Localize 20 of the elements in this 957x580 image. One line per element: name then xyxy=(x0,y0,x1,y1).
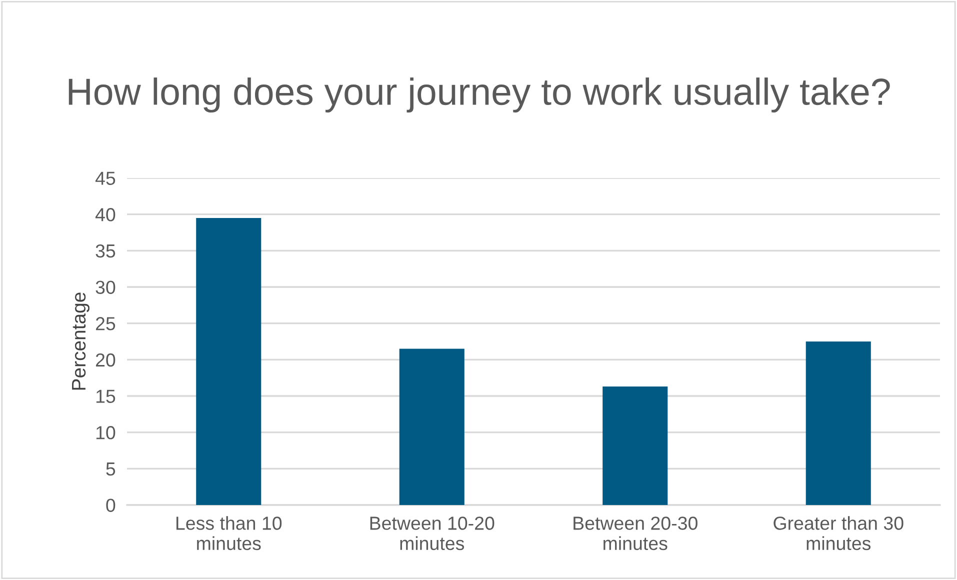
bar xyxy=(196,218,262,505)
y-tick-label: 15 xyxy=(96,390,116,403)
y-tick-label: 25 xyxy=(96,317,116,330)
x-tick-label: Between 10-20 minutes xyxy=(370,516,494,550)
bar xyxy=(806,342,871,505)
y-axis-title: Percentage xyxy=(72,292,90,390)
y-tick-label: 45 xyxy=(95,172,116,185)
y-tick-label: 5 xyxy=(106,462,116,476)
y-tick-label: 0 xyxy=(106,498,116,512)
bar xyxy=(602,386,668,505)
x-tick-label: Less than 10 minutes xyxy=(176,516,282,550)
bar xyxy=(399,348,464,505)
x-tick-label: Between 20-30 minutes xyxy=(574,516,698,550)
y-tick-label: 10 xyxy=(96,426,116,440)
y-tick-label: 35 xyxy=(96,244,116,258)
y-tick-label: 30 xyxy=(96,280,116,294)
y-tick-label: 20 xyxy=(96,353,116,367)
x-tick-label: Greater than 30 minutes xyxy=(774,516,904,550)
chart-title: How long does your journey to work usually take? xyxy=(68,78,890,112)
y-tick-label: 40 xyxy=(95,208,116,222)
